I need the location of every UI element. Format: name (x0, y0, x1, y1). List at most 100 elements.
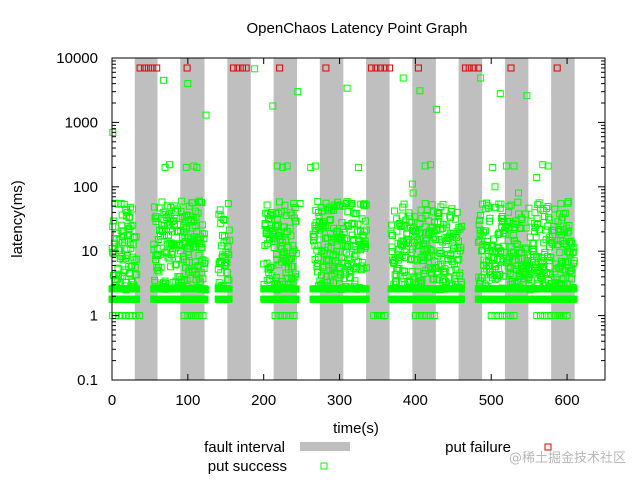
put-success-point (547, 253, 555, 261)
put-success-point (522, 224, 530, 232)
put-success-point (152, 212, 160, 220)
put-success-point (510, 312, 518, 320)
x-tick-label: 400 (403, 392, 428, 409)
put-success-point (423, 312, 431, 320)
put-success-point (287, 232, 295, 240)
put-success-point (296, 200, 304, 207)
put-success-point (352, 250, 360, 258)
put-success-point (412, 228, 419, 235)
put-success-point (517, 214, 525, 222)
put-success-point (307, 163, 315, 171)
put-failure-point (386, 64, 394, 72)
put-success-point (114, 264, 122, 272)
put-success-point (427, 247, 435, 255)
put-success-point (272, 251, 280, 258)
put-success-point (521, 244, 529, 252)
put-success-point (544, 162, 552, 170)
put-success-point (450, 244, 457, 252)
put-success-point (181, 276, 189, 284)
put-success-point (457, 285, 465, 293)
put-success-point (189, 224, 197, 232)
put-success-point (117, 200, 125, 207)
put-success-point (195, 251, 203, 259)
put-success-point (389, 232, 396, 239)
put-success-point (427, 161, 435, 169)
put-success-point (531, 223, 539, 231)
put-success-point (201, 286, 209, 294)
legend-marker-put-success (320, 462, 328, 470)
legend-label-fault-interval: fault interval (204, 439, 285, 456)
put-success-point (496, 204, 504, 212)
put-success-point (491, 312, 499, 320)
y-tick-label: 1000 (65, 114, 98, 131)
put-success-point (362, 243, 370, 250)
put-success-point (477, 74, 485, 82)
put-success-point (109, 217, 117, 225)
put-success-point (534, 253, 542, 261)
put-success-point (522, 245, 530, 253)
put-failure-point (553, 64, 561, 72)
put-success-point (219, 231, 226, 239)
x-tick-label: 300 (327, 392, 352, 409)
put-success-point (568, 269, 576, 277)
put-success-point (484, 202, 492, 210)
put-success-point (194, 209, 202, 217)
put-success-point (542, 226, 550, 234)
put-success-point (289, 242, 297, 250)
put-success-point (291, 204, 299, 211)
put-success-point (126, 270, 134, 278)
put-success-point (199, 256, 207, 264)
put-success-point (320, 262, 328, 270)
put-success-point (136, 312, 144, 320)
put-success-point (150, 203, 158, 211)
put-success-point (133, 255, 141, 263)
put-success-point (292, 295, 300, 303)
put-success-point (172, 207, 180, 215)
x-tick-label: 500 (479, 392, 504, 409)
put-success-point (221, 216, 229, 224)
put-success-point (190, 217, 198, 225)
put-success-point (200, 264, 208, 272)
put-failure-point (153, 64, 161, 72)
put-failure-point (276, 64, 284, 72)
put-failure-point (239, 64, 246, 72)
put-success-point (453, 208, 461, 216)
put-success-point (505, 203, 513, 211)
put-success-point (216, 206, 224, 214)
put-success-point (286, 224, 294, 232)
put-success-point (408, 180, 416, 188)
put-success-point (370, 312, 378, 320)
put-success-point (421, 200, 429, 208)
legend-swatch-fault-interval (300, 442, 350, 451)
put-success-point (225, 285, 233, 293)
put-success-point (282, 236, 289, 244)
put-success-point (413, 227, 421, 235)
y-tick-label: 100 (73, 179, 98, 196)
put-success-point (486, 214, 494, 222)
put-success-point (287, 254, 295, 262)
put-success-point (569, 249, 577, 257)
put-success-point (353, 210, 361, 217)
x-tick-label: 100 (175, 392, 200, 409)
put-success-point (429, 208, 437, 216)
put-success-point (129, 205, 136, 213)
put-failure-point (234, 64, 242, 72)
put-success-point (392, 278, 399, 286)
put-success-point (119, 256, 127, 264)
put-success-point (523, 253, 531, 261)
put-success-point (220, 216, 228, 223)
y-axis-label: latency(ms) (9, 180, 26, 258)
put-success-point (294, 88, 302, 96)
put-success-point (548, 312, 556, 320)
put-success-point (362, 217, 370, 225)
put-success-point (410, 213, 418, 221)
put-success-point (439, 201, 447, 208)
put-success-point (326, 217, 334, 225)
x-tick-label: 600 (555, 392, 580, 409)
put-success-point (119, 273, 127, 281)
fault-interval-band (227, 58, 251, 380)
put-success-point (401, 267, 408, 275)
put-success-point (178, 197, 186, 205)
put-success-point (556, 312, 563, 320)
put-success-point (455, 237, 462, 245)
